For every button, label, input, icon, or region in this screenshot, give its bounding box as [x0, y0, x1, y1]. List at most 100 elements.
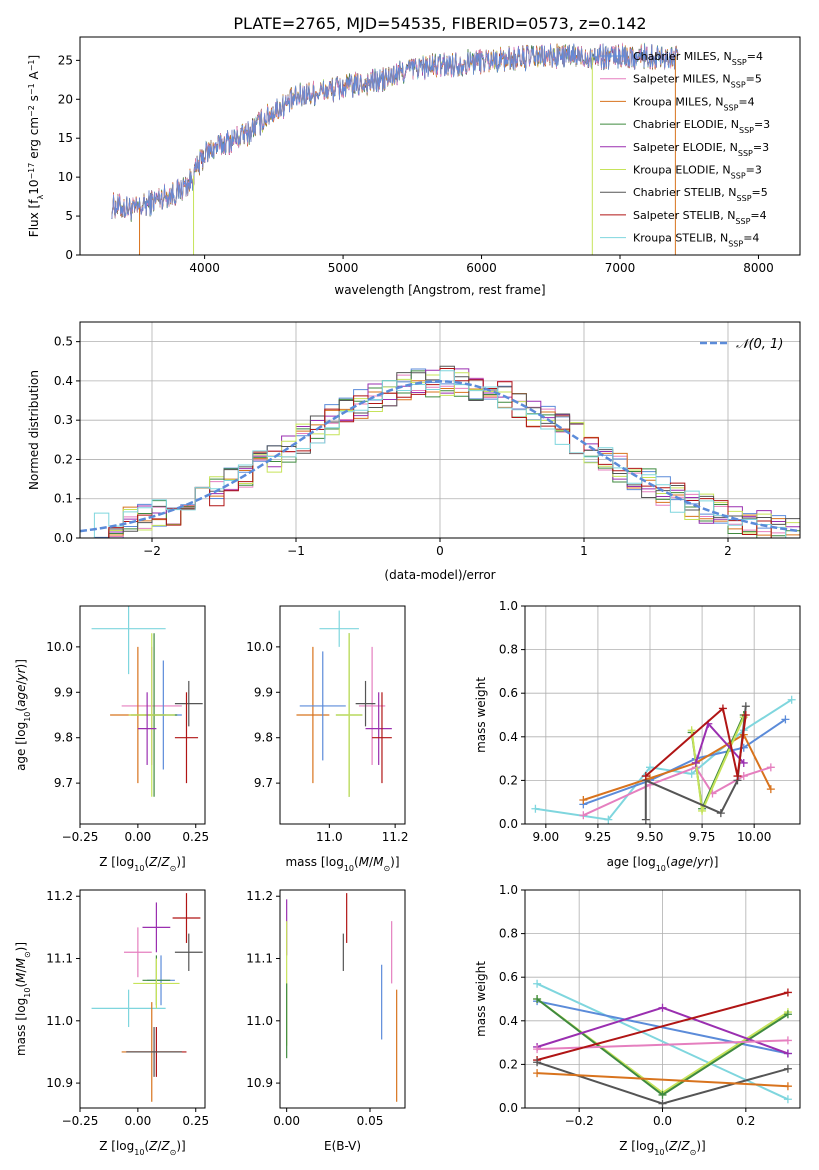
z-weight-axes-ylabel: mass weight	[474, 961, 488, 1037]
spectrum-xlabel: wavelength [Angstrom, rest frame]	[334, 283, 545, 297]
weight-marker	[641, 772, 650, 781]
y-tick-label: 10.0	[46, 640, 73, 654]
y-tick-label: 0.1	[54, 492, 73, 506]
y-tick-label: 9.8	[54, 731, 73, 745]
weight-marker	[783, 1095, 792, 1104]
z-weight-axes-xlabel: Z [log10(Z/Z⊙)]	[619, 1139, 705, 1157]
ebv-mass-axes: 0.00 0.05 10.9 11.0 11.1 11.2 E(B-V)	[246, 889, 406, 1153]
spectrum-axes: 4000 5000 6000 7000 8000 0 5 10 15 20 25 wavelength…	[27, 36, 801, 297]
y-tick-label: 0.3	[54, 413, 73, 427]
legend-label: Chabrier ELODIE, NSSP=3	[633, 118, 770, 135]
legend-label: Salpeter STELIB, NSSP=4	[633, 209, 767, 226]
weight-marker	[579, 811, 588, 820]
spectrum-line	[111, 43, 679, 220]
weight-marker	[533, 1069, 542, 1078]
x-tick-label: 0.25	[182, 1114, 209, 1128]
legend-label: Chabrier STELIB, NSSP=5	[633, 186, 768, 203]
weight-marker	[641, 815, 650, 824]
weight-marker	[741, 711, 750, 719]
x-tick-label: −2	[143, 544, 161, 558]
y-tick-label: 0.2	[499, 1057, 518, 1071]
weight-marker	[783, 1064, 792, 1073]
x-tick-label: −0.25	[62, 830, 99, 844]
x-tick-label: 11.2	[382, 830, 409, 844]
y-tick-label: 10.9	[246, 1076, 273, 1090]
y-tick-label: 10.9	[46, 1076, 73, 1090]
weight-marker	[604, 815, 613, 824]
weight-line	[582, 718, 786, 806]
ebv-mass-axes-xlabel: E(B-V)	[324, 1139, 361, 1153]
weight-marker	[533, 995, 542, 1003]
x-tick-label: 7000	[605, 261, 636, 275]
normal-curve	[80, 380, 800, 533]
weight-marker	[783, 1049, 792, 1058]
weight-marker	[687, 726, 696, 735]
weight-marker	[658, 1099, 667, 1108]
weight-marker	[741, 702, 750, 711]
z-age-axes-xlabel: Z [log10(Z/Z⊙)]	[99, 855, 185, 873]
legend-label: Kroupa MILES, NSSP=4	[633, 95, 755, 112]
spectrum-line	[111, 43, 679, 220]
axes-frame	[524, 605, 801, 825]
x-tick-label: 6000	[466, 261, 497, 275]
legend-label: Salpeter MILES, NSSP=5	[633, 73, 762, 90]
mass-age-axes-xlabel: mass [log10(M/M⊙)]	[285, 855, 399, 873]
y-tick-label: 9.9	[54, 685, 73, 699]
weight-marker	[687, 769, 696, 778]
x-tick-label: 10.00	[737, 830, 771, 844]
age-weight-axes-xlabel: age [log10(age/yr)]	[607, 855, 719, 873]
y-tick-label: 11.1	[46, 952, 73, 966]
axes-frame	[79, 605, 206, 825]
x-tick-label: −1	[287, 544, 305, 558]
axes-frame	[279, 889, 406, 1109]
residuals-ylabel: Normed distribution	[27, 370, 41, 490]
plot-area	[111, 42, 679, 255]
weight-marker	[698, 806, 707, 815]
x-tick-label: 9.50	[637, 830, 664, 844]
weight-line	[537, 1072, 788, 1088]
weight-marker	[766, 785, 775, 794]
z-age-axes: −0.25 0.00 0.25 9.7 9.8 9.9 10.0 Z [log10(Z/Z⊙)…	[14, 605, 209, 873]
x-tick-label: 0.25	[182, 830, 209, 844]
mass-age-axes: 11.0 11.2 9.7 9.8 9.9 10.0 mass [log10(M/M⊙)]	[246, 605, 409, 873]
x-tick-label: 9.25	[585, 830, 612, 844]
weight-marker	[733, 772, 742, 781]
x-tick-label: 0.00	[125, 830, 152, 844]
spectrum-line	[111, 43, 679, 222]
histogram-series	[80, 372, 800, 538]
y-tick-label: 20	[58, 92, 73, 106]
legend-label: Kroupa STELIB, NSSP=4	[633, 232, 759, 249]
y-tick-label: 0.4	[499, 730, 518, 744]
y-tick-label: 0.8	[499, 927, 518, 941]
spectrum-line	[111, 44, 679, 220]
y-tick-label: 11.2	[246, 889, 273, 903]
weight-line	[645, 706, 747, 777]
weight-marker	[739, 758, 748, 767]
spectrum-line	[111, 43, 679, 223]
y-tick-label: 0.0	[499, 1101, 518, 1115]
legend-label: Chabrier MILES, NSSP=4	[633, 50, 763, 67]
plot-area	[80, 365, 800, 538]
x-tick-label: 8000	[743, 261, 774, 275]
y-tick-label: 10	[58, 170, 73, 184]
weight-line	[536, 991, 789, 1061]
y-tick-label: 0.6	[499, 970, 518, 984]
normal-legend-label: 𝒩(0, 1)	[736, 337, 783, 352]
weight-marker	[533, 1058, 542, 1067]
axes-frame	[279, 605, 406, 825]
x-tick-label: 0	[436, 544, 444, 558]
weight-marker	[531, 804, 540, 813]
spectrum-ylabel: Flux [fλ10−17 erg cm−2 s−1 A−1]	[27, 55, 45, 237]
x-tick-label: 1	[580, 544, 588, 558]
y-tick-label: 10.0	[246, 640, 273, 654]
spectrum-line	[111, 42, 679, 221]
plot-area	[531, 695, 796, 824]
y-tick-label: 0.4	[54, 374, 73, 388]
weight-marker	[691, 758, 700, 767]
weight-marker	[783, 988, 792, 997]
y-tick-label: 0.8	[499, 643, 518, 657]
weight-marker	[781, 715, 790, 724]
x-tick-label: 2	[724, 544, 732, 558]
plot-area	[533, 979, 792, 1108]
